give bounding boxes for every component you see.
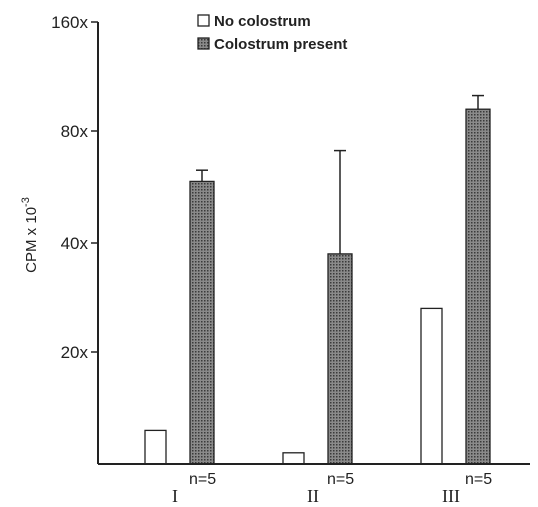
legend: No colostrum Colostrum present bbox=[197, 13, 347, 53]
sample-size-label: n=5 bbox=[327, 471, 354, 488]
bar-colostrum-present bbox=[189, 180, 215, 465]
category-label: I bbox=[172, 486, 178, 506]
y-axis-title: CPM x 10-3 bbox=[20, 197, 40, 273]
bar-no-colostrum bbox=[144, 429, 167, 465]
category-label: III bbox=[442, 486, 460, 506]
legend-swatch-no-colostrum bbox=[197, 14, 210, 27]
y-tick-label: 80x bbox=[61, 122, 89, 141]
y-tick-label: 160x bbox=[51, 13, 88, 32]
bar-no-colostrum bbox=[420, 307, 443, 465]
sample-size-label: n=5 bbox=[465, 471, 492, 488]
y-tick-label: 40x bbox=[61, 234, 89, 253]
y-tick-label: 20x bbox=[61, 343, 89, 362]
bar-no-colostrum bbox=[282, 452, 305, 465]
svg-text:CPM x 10-3: CPM x 10-3 bbox=[20, 197, 40, 273]
legend-label-colostrum-present: Colostrum present bbox=[214, 36, 347, 53]
bar-colostrum-present bbox=[327, 253, 353, 465]
y-ticks: 20x 40x 80x 160x bbox=[51, 13, 98, 362]
bar-colostrum-present bbox=[465, 108, 491, 465]
bars bbox=[144, 94, 491, 465]
y-axis-title-text: CPM x 10 bbox=[23, 207, 40, 273]
category-label: II bbox=[307, 486, 319, 506]
legend-swatch-colostrum-present bbox=[197, 37, 210, 50]
category-labels: n=5 In=5 II n=5 III bbox=[172, 471, 492, 506]
y-axis-title-exponent: -3 bbox=[20, 197, 32, 207]
legend-label-no-colostrum: No colostrum bbox=[214, 13, 311, 30]
sample-size-label: n=5 bbox=[189, 471, 216, 488]
